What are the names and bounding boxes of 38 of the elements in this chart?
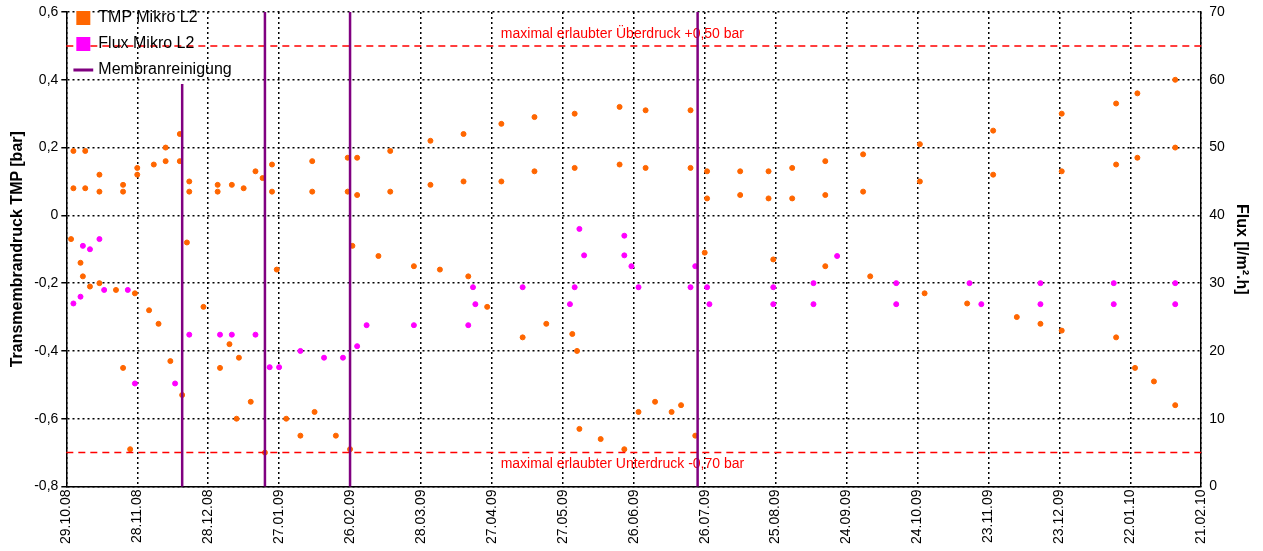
x-tick-label: 26.02.09 [340, 489, 357, 544]
x-tick-label: 27.01.09 [269, 489, 286, 544]
x-tick-label: 24.10.09 [908, 489, 925, 544]
y2-tick-label: 10 [1209, 409, 1226, 426]
y-tick-label: 0,6 [38, 2, 59, 19]
x-tick-label: 27.05.09 [553, 489, 570, 544]
x-tick-label: 27.04.09 [482, 489, 499, 544]
y2-axis-title: Flux [l/m².h] [1233, 203, 1251, 295]
x-tick-label: 29.10.08 [57, 489, 74, 544]
y-axis-title: Transmembrandruck TMP [bar] [8, 131, 26, 368]
y-tick-label: -0,8 [34, 477, 59, 494]
legend-label: Membranreinigung [98, 60, 232, 78]
y2-tick-label: 40 [1209, 206, 1226, 223]
y-tick-label: -0,6 [34, 409, 59, 426]
x-tick-label: 28.03.09 [411, 489, 428, 544]
x-tick-label: 25.08.09 [766, 489, 783, 544]
x-tick-label: 26.06.09 [624, 489, 641, 544]
y2-tick-label: 20 [1209, 341, 1226, 358]
y-tick-label: 0,2 [38, 138, 59, 155]
x-tick-label: 28.11.08 [128, 489, 145, 543]
y-tick-label: 0 [50, 206, 59, 223]
y2-tick-label: 30 [1209, 274, 1226, 290]
y-tick-label: 0,4 [38, 70, 59, 87]
y-tick-label: -0,4 [34, 341, 59, 358]
legend-label: Flux Mikro L2 [98, 34, 195, 52]
y-tick-label: -0,2 [34, 274, 59, 290]
x-tick-label: 23.11.09 [979, 489, 996, 543]
x-tick-label: 28.12.08 [199, 489, 216, 544]
x-tick-label: 23.12.09 [1050, 489, 1067, 544]
x-tick-label: 22.01.10 [1121, 489, 1138, 544]
y2-tick-label: 60 [1209, 70, 1226, 87]
y2-tick-label: 70 [1209, 2, 1226, 19]
y2-tick-label: 50 [1209, 138, 1226, 155]
y2-tick-label: 0 [1209, 477, 1218, 494]
x-tick-label: 26.07.09 [695, 489, 712, 544]
x-tick-label: 24.09.09 [837, 489, 854, 544]
legend-label: TMP Mikro L2 [98, 8, 198, 26]
x-tick-label: 21.02.10 [1192, 489, 1209, 544]
